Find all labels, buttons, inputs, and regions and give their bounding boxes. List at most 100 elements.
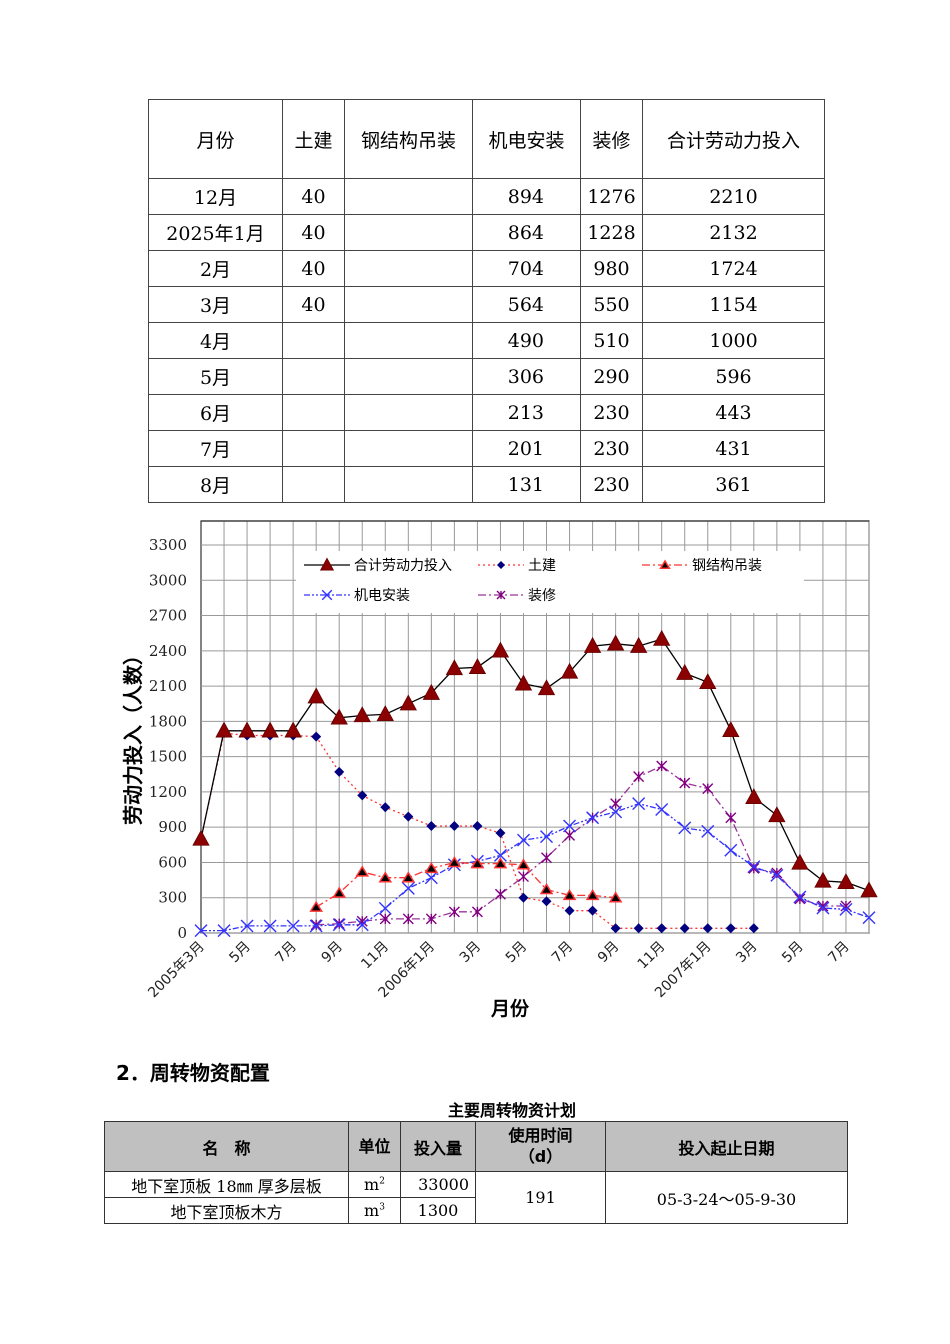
table-cell: 2025年1月 <box>148 214 283 251</box>
table-cell: 4月 <box>148 322 283 359</box>
material-qty: 1300 <box>400 1197 476 1224</box>
y-tick-label: 600 <box>158 853 187 871</box>
table-cell <box>344 466 473 503</box>
materials-header: 名 称 单位 投入量 使用时间（d） 投入起止日期 <box>104 1121 848 1172</box>
table-cell: 490 <box>472 322 581 359</box>
table-cell: 290 <box>580 358 643 395</box>
table-cell: 40 <box>282 214 345 251</box>
table-cell: 980 <box>580 250 643 287</box>
table-row: 12月 40 894 1276 2210 <box>148 178 825 215</box>
table-cell: 704 <box>472 250 581 287</box>
x-tick-label: 7月 <box>825 939 853 967</box>
table-cell <box>344 214 473 251</box>
table-cell: 40 <box>282 286 345 323</box>
table-row: 2025年1月 40 864 1228 2132 <box>148 214 825 251</box>
labor-chart: 0 300 600 900 1200 1500 1800 2100 2400 2700 3000 33… <box>100 515 890 1035</box>
header-civil: 土建 <box>282 99 345 179</box>
y-tick-label: 1500 <box>149 748 187 766</box>
header-duration: 使用时间（d） <box>475 1121 606 1172</box>
y-tick-label: 2400 <box>149 642 187 660</box>
table-cell: 550 <box>580 286 643 323</box>
y-tick-label: 1800 <box>149 712 187 730</box>
table-cell <box>344 358 473 395</box>
legend-label: 装修 <box>528 588 556 604</box>
table-cell: 2210 <box>642 178 825 215</box>
table-cell: 894 <box>472 178 581 215</box>
table-row: 3月 40 564 550 1154 <box>148 286 825 323</box>
table-cell <box>282 358 345 395</box>
x-axis-title: 月份 <box>490 997 530 1020</box>
table-cell: 596 <box>642 358 825 395</box>
table-cell: 5月 <box>148 358 283 395</box>
header-qty: 投入量 <box>400 1121 476 1172</box>
x-tick-label: 9月 <box>319 939 347 967</box>
material-name: 地下室顶板木方 <box>104 1197 349 1224</box>
table-cell: 213 <box>472 394 581 431</box>
material-duration: 191 <box>475 1171 606 1224</box>
table-cell: 431 <box>642 430 825 467</box>
table-cell: 230 <box>580 466 643 503</box>
series-3 <box>194 797 876 938</box>
legend-label: 机电安装 <box>354 588 410 604</box>
legend-label: 土建 <box>528 558 556 574</box>
table-cell <box>344 250 473 287</box>
table-cell: 1276 <box>580 178 643 215</box>
table-row: 地下室顶板木方 m3 1300 <box>104 1197 848 1224</box>
header-steel: 钢结构吊装 <box>344 99 473 179</box>
table-cell <box>282 394 345 431</box>
table-cell: 12月 <box>148 178 283 215</box>
series-2 <box>309 856 623 912</box>
x-tick-label: 11月 <box>635 939 669 973</box>
table-cell: 230 <box>580 430 643 467</box>
material-unit: m2 <box>348 1171 401 1198</box>
labor-line-chart: 0 300 600 900 1200 1500 1800 2100 2400 2700 3000 33… <box>121 520 878 1020</box>
table-cell: 1228 <box>580 214 643 251</box>
table-row: 5月 306 290 596 <box>148 358 825 395</box>
x-tick-label: 7月 <box>549 939 577 967</box>
table-cell <box>344 394 473 431</box>
y-axis-title: 劳动力投入（人数） <box>121 645 145 825</box>
table-cell: 306 <box>472 358 581 395</box>
materials-table: 名 称 单位 投入量 使用时间（d） 投入起止日期 地下室顶板 18㎜ 厚多层板… <box>104 1121 848 1224</box>
table-cell: 6月 <box>148 394 283 431</box>
table-cell <box>282 322 345 359</box>
table-cell: 230 <box>580 394 643 431</box>
table-cell: 8月 <box>148 466 283 503</box>
table-cell: 361 <box>642 466 825 503</box>
y-tick-label: 300 <box>158 889 187 907</box>
table-cell: 40 <box>282 178 345 215</box>
header-month: 月份 <box>148 99 283 179</box>
table-cell <box>344 286 473 323</box>
table-row: 8月 131 230 361 <box>148 466 825 503</box>
table-cell: 1154 <box>642 286 825 323</box>
material-name: 地下室顶板 18㎜ 厚多层板 <box>104 1171 349 1198</box>
table-cell: 3月 <box>148 286 283 323</box>
header-unit: 单位 <box>348 1121 401 1172</box>
material-dates: 05-3-24～05-9-30 <box>605 1171 848 1224</box>
header-mep: 机电安装 <box>472 99 581 179</box>
y-tick-label: 3300 <box>149 536 187 554</box>
x-tick-label: 11月 <box>358 939 392 973</box>
table-cell: 2月 <box>148 250 283 287</box>
table-cell: 201 <box>472 430 581 467</box>
table-row: 4月 490 510 1000 <box>148 322 825 359</box>
header-decoration: 装修 <box>580 99 643 179</box>
table-row: 地下室顶板 18㎜ 厚多层板 m2 33000 191 05-3-24～05-9… <box>104 1171 848 1224</box>
table-cell: 864 <box>472 214 581 251</box>
x-tick-label: 3月 <box>457 939 485 967</box>
table-cell: 564 <box>472 286 581 323</box>
header-dates: 投入起止日期 <box>605 1121 848 1172</box>
table-cell: 40 <box>282 250 345 287</box>
table-cell <box>344 178 473 215</box>
materials-caption: 主要周转物资计划 <box>447 1101 576 1120</box>
y-tick-label: 3000 <box>149 571 187 589</box>
y-tick-label: 2700 <box>149 607 187 625</box>
table-cell: 443 <box>642 394 825 431</box>
x-tick-label: 5月 <box>226 939 254 967</box>
x-tick-label: 2005年3月 <box>145 939 208 1002</box>
section-heading: 2．周转物资配置 <box>116 1061 270 1085</box>
legend-label: 合计劳动力投入 <box>354 558 452 574</box>
material-qty: 33000 <box>400 1171 476 1198</box>
x-tick-label: 5月 <box>779 939 807 967</box>
material-unit: m3 <box>348 1197 401 1224</box>
